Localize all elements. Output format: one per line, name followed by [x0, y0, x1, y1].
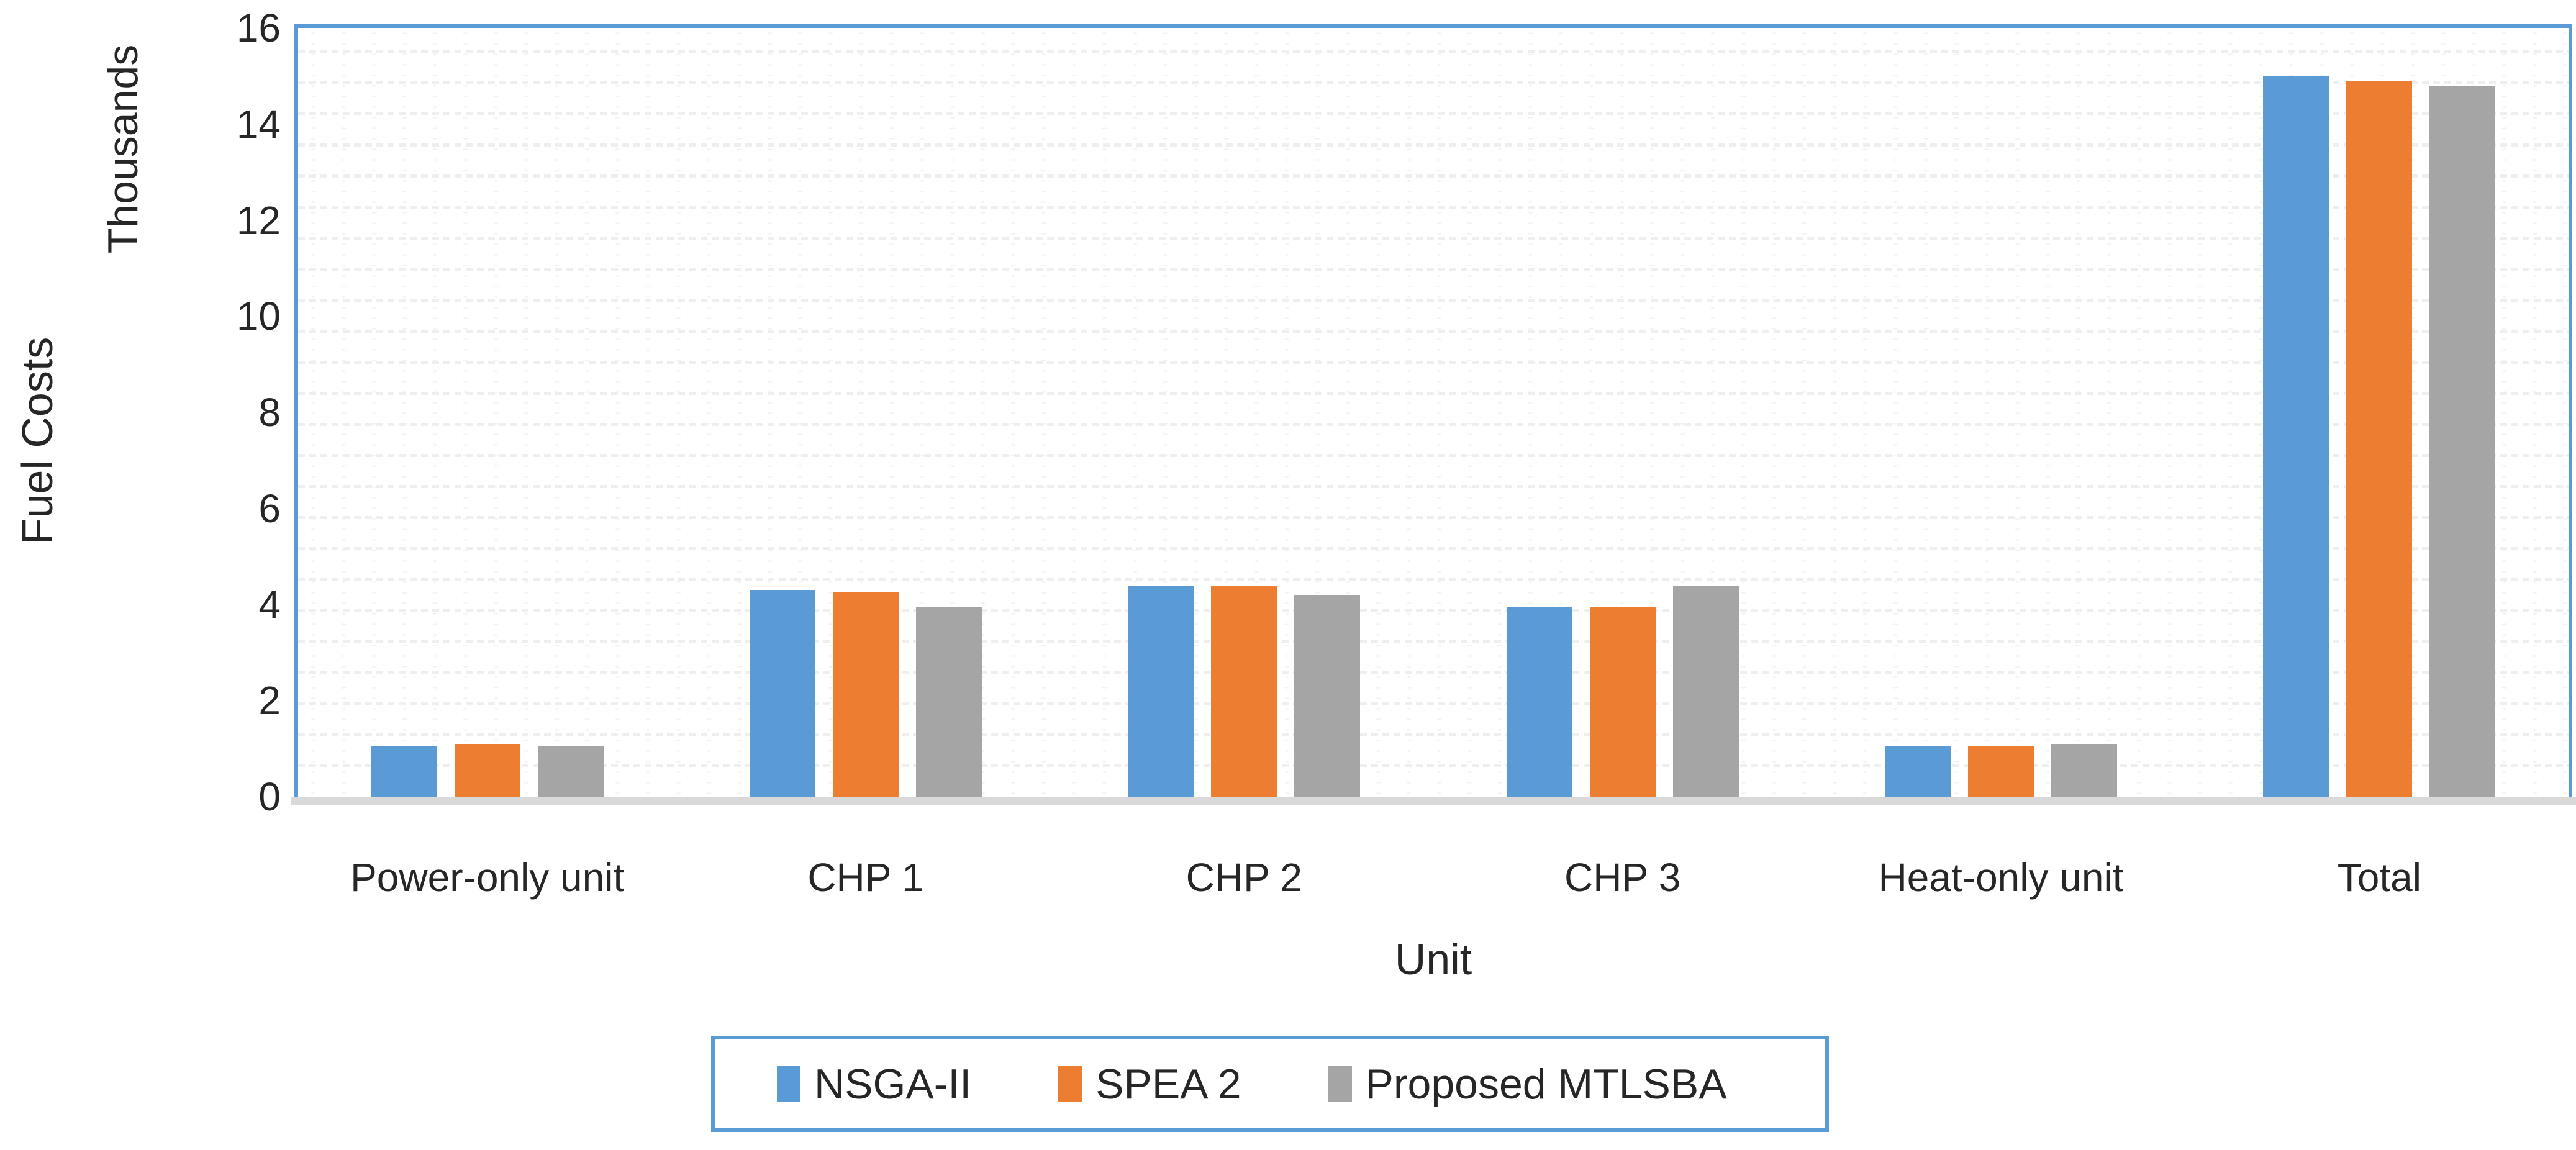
- legend-swatch-proposed-mtlsba: [1328, 1066, 1352, 1102]
- bar-spea-2-heat-only-unit: [1968, 746, 2034, 797]
- dashed-gridline-row: [298, 174, 2569, 178]
- legend-label-spea-2: SPEA 2: [1095, 1060, 1241, 1108]
- dashed-gridline-row: [298, 485, 2569, 488]
- dashed-gridline-row: [298, 206, 2569, 209]
- y-tick-label-2: 2: [258, 678, 281, 723]
- dashed-gridline-row: [298, 50, 2569, 53]
- legend-label-proposed-mtlsba: Proposed MTLSBA: [1365, 1060, 1727, 1108]
- y-tick-label-4: 4: [258, 582, 281, 627]
- dashed-gridline-row: [298, 547, 2569, 550]
- bar-nsga-ii-total: [2263, 76, 2329, 797]
- dashed-gridline-row: [298, 237, 2569, 240]
- x-category-label-chp-3: CHP 3: [1564, 855, 1681, 900]
- y-tick-label-14: 14: [236, 101, 281, 147]
- y-tick-label-6: 6: [258, 486, 281, 531]
- y-tick-label-12: 12: [236, 197, 281, 243]
- legend-swatch-spea-2: [1058, 1066, 1082, 1102]
- bar-nsga-ii-chp-2: [1128, 585, 1194, 797]
- legend-item-proposed-mtlsba: Proposed MTLSBA: [1328, 1063, 1727, 1105]
- legend-label-nsga-ii: NSGA-II: [814, 1060, 972, 1108]
- bar-proposed-mtlsba-power-only-unit: [537, 746, 604, 797]
- dashed-gridline-row: [298, 578, 2569, 581]
- dashed-gridline-row: [298, 361, 2569, 364]
- bar-nsga-ii-chp-3: [1506, 607, 1572, 797]
- dashed-gridline-row: [298, 609, 2569, 612]
- y-tick-label-16: 16: [236, 6, 281, 50]
- x-category-label-total: Total: [2337, 855, 2421, 900]
- y-tick-label-10: 10: [236, 294, 281, 339]
- dashed-gridline-row: [298, 671, 2569, 674]
- dashed-gridline-row: [298, 81, 2569, 84]
- dashed-gridline-row: [298, 423, 2569, 426]
- bar-nsga-ii-chp-1: [750, 590, 815, 797]
- legend-swatch-nsga-ii: [777, 1066, 800, 1102]
- bar-proposed-mtlsba-heat-only-unit: [2051, 743, 2117, 797]
- legend-item-nsga-ii: NSGA-II: [777, 1063, 971, 1105]
- dashed-gridline-row: [298, 733, 2569, 736]
- bars-layer: [298, 28, 2569, 797]
- dashed-gridline-row: [298, 454, 2569, 457]
- y-tick-label-0: 0: [258, 774, 281, 819]
- x-category-label-heat-only-unit: Heat-only unit: [1878, 855, 2124, 900]
- bar-proposed-mtlsba-chp-3: [1672, 585, 1739, 797]
- dashed-gridline-row: [298, 299, 2569, 302]
- dashed-gridline-row: [298, 702, 2569, 705]
- bar-nsga-ii-power-only-unit: [371, 746, 437, 797]
- dashed-gridline-row: [298, 640, 2569, 643]
- x-category-label-chp-2: CHP 2: [1186, 855, 1302, 900]
- gridlines: [298, 28, 2569, 797]
- bar-proposed-mtlsba-chp-2: [1294, 595, 1361, 797]
- bar-spea-2-chp-1: [833, 592, 899, 797]
- bar-spea-2-total: [2346, 81, 2413, 797]
- bar-proposed-mtlsba-total: [2429, 85, 2496, 797]
- plot-area: [294, 24, 2572, 797]
- bar-spea-2-chp-3: [1589, 607, 1656, 797]
- dashed-gridline-row: [298, 112, 2569, 115]
- dashed-gridline-row: [298, 764, 2569, 767]
- bar-spea-2-power-only-unit: [454, 743, 520, 797]
- dashed-gridline-row: [298, 268, 2569, 271]
- legend: NSGA-II SPEA 2 Proposed MTLSBA: [711, 1036, 1829, 1132]
- dashed-gridline-row: [298, 330, 2569, 333]
- bar-spea-2-chp-2: [1211, 585, 1277, 797]
- dashed-gridline-row: [298, 143, 2569, 147]
- y-tick-label-8: 8: [258, 390, 281, 435]
- bar-nsga-ii-heat-only-unit: [1885, 746, 1951, 797]
- x-category-label-chp-1: CHP 1: [807, 855, 924, 900]
- x-axis-title: Unit: [1394, 935, 1472, 984]
- x-category-label-power-only-unit: Power-only unit: [350, 855, 625, 900]
- x-axis-line: [291, 797, 2576, 805]
- dashed-gridline-row: [298, 392, 2569, 395]
- dashed-gridline-row: [298, 516, 2569, 519]
- legend-item-spea-2: SPEA 2: [1058, 1063, 1241, 1105]
- bar-proposed-mtlsba-chp-1: [916, 607, 982, 797]
